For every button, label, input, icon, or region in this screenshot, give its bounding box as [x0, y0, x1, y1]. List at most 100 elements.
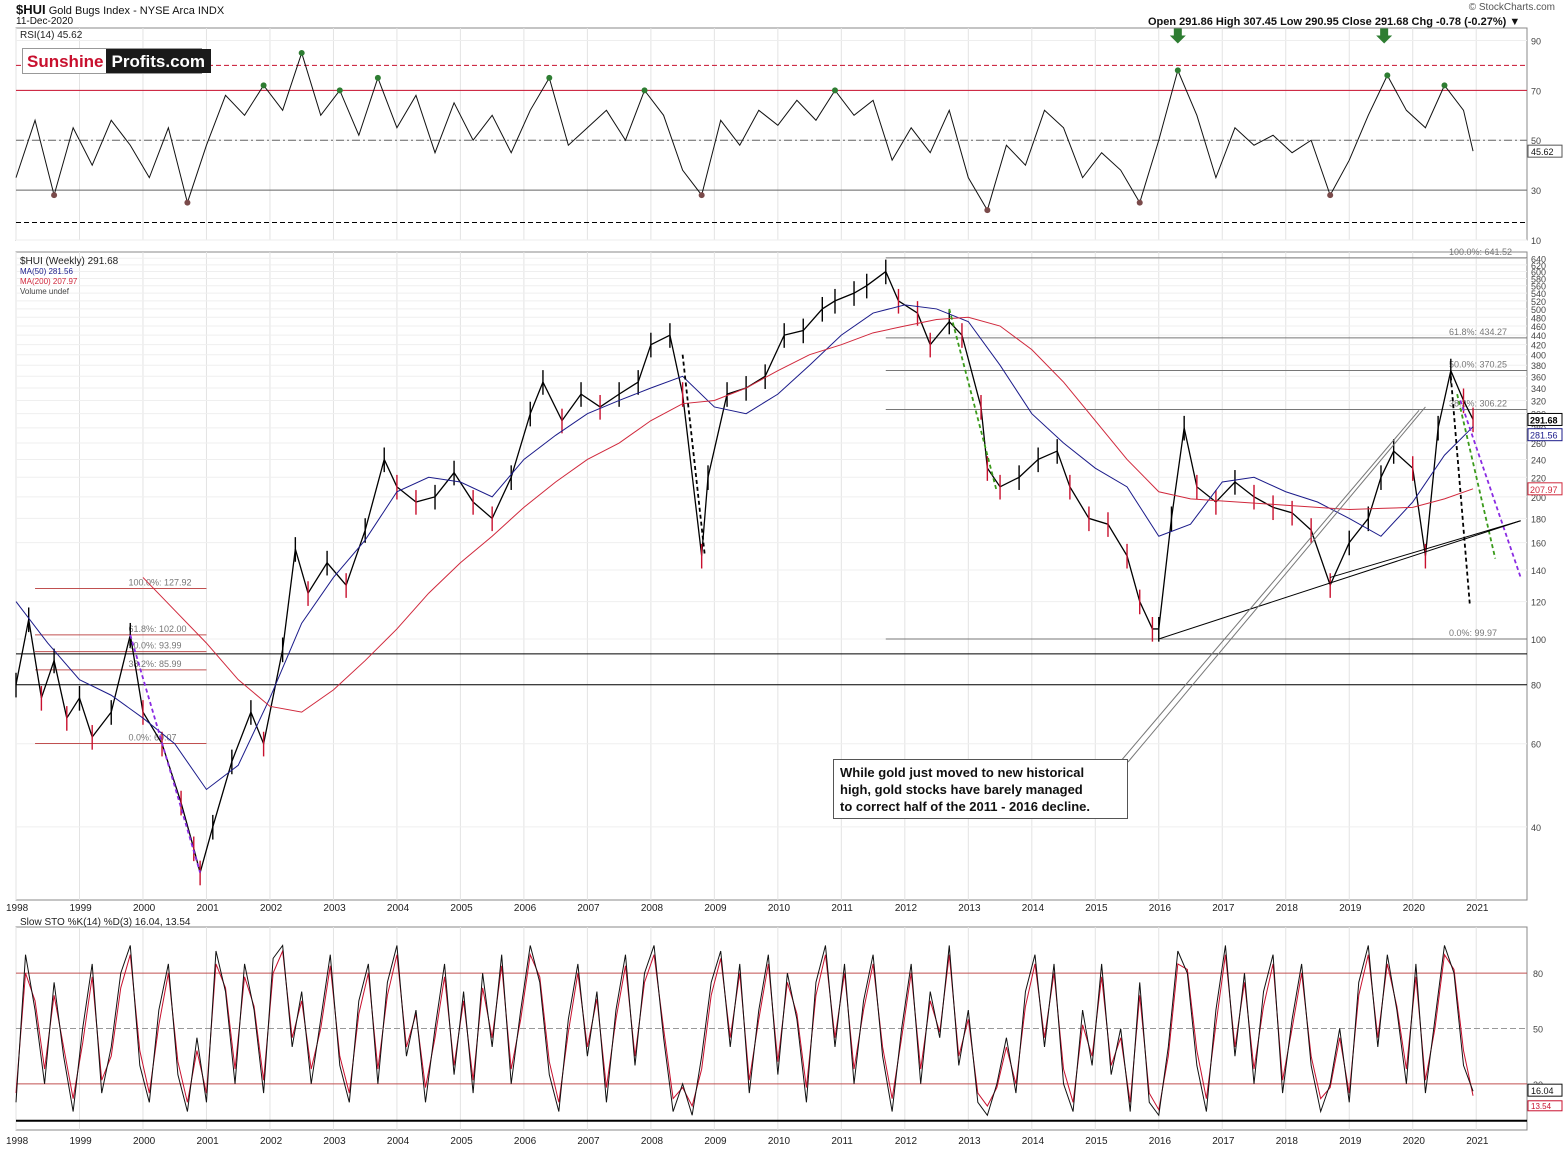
price-tick-label: 340 [1531, 384, 1546, 394]
price-tick-label: 440 [1531, 331, 1546, 341]
x-tick-label: 2020 [1403, 1136, 1426, 1147]
rsi-oversold-marker [984, 207, 991, 214]
price-tick-label: 180 [1531, 514, 1546, 524]
rsi-tick-label: 90 [1531, 36, 1541, 46]
rsi-oversold-marker [1327, 192, 1334, 199]
sto-k-line [15, 944, 1474, 1117]
rsi-overbought-marker [374, 74, 381, 81]
annotation-box: While gold just moved to new historical … [833, 759, 1128, 819]
trendline [1158, 520, 1521, 640]
trendline [1449, 376, 1471, 606]
price-tick-label: 60 [1531, 740, 1541, 750]
price-tick-label: 400 [1531, 351, 1546, 361]
price-tick-label: 380 [1531, 361, 1546, 371]
fib-level-label: 0.0%: 99.97 [1449, 628, 1497, 638]
x-tick-label: 2016 [1149, 1136, 1172, 1147]
rsi-overbought-marker [831, 87, 838, 94]
x-tick-label: 2011 [831, 903, 853, 914]
price-tick-label: 80 [1531, 681, 1541, 691]
annotation-line: While gold just moved to new historical [840, 765, 1085, 780]
price-tick-label: 640 [1531, 254, 1546, 264]
fib-level-label: 0.0%: 60.07 [128, 732, 176, 742]
x-tick-label: 2009 [704, 1136, 727, 1147]
price-value-tag [1527, 412, 1563, 426]
price-tick-label: 520 [1531, 297, 1546, 307]
trendline [948, 308, 998, 492]
x-tick-label: 2010 [768, 903, 791, 914]
down-arrow-icon [1376, 28, 1393, 44]
sto-tick-label: 50 [1533, 1025, 1543, 1035]
x-tick-label: 2003 [323, 1136, 346, 1147]
price-tick-label: 120 [1531, 598, 1546, 608]
price-tick-label: 420 [1531, 341, 1546, 351]
x-tick-label: 2013 [958, 903, 981, 914]
x-tick-label: 2017 [1212, 1136, 1235, 1147]
x-tick-label: 1999 [69, 1136, 92, 1147]
x-tick-label: 2013 [958, 1136, 981, 1147]
x-tick-label: 2015 [1085, 1136, 1108, 1147]
sto-k-label: 16.04 [1531, 1086, 1554, 1096]
rsi-overbought-marker [1384, 72, 1391, 79]
sto-k-tag [1527, 1083, 1563, 1097]
x-tick-label: 2020 [1403, 903, 1426, 914]
x-tick-label: 2021 [1466, 1136, 1489, 1147]
sto-d-label: 13.54 [1531, 1102, 1552, 1111]
fib-level-label: 38.2%: 85.99 [128, 659, 181, 669]
price-tick-label: 620 [1531, 261, 1546, 271]
rsi-overbought-marker [546, 74, 553, 81]
x-tick-label: 2010 [768, 1136, 791, 1147]
x-tick-label: 2017 [1212, 903, 1235, 914]
rsi-panel-frame [15, 27, 1528, 241]
rsi-oversold-marker [698, 192, 705, 199]
x-tick-label: 2012 [895, 1136, 918, 1147]
x-tick-label: 2008 [641, 903, 664, 914]
annotation-line: high, gold stocks have barely managed [840, 782, 1083, 797]
fib-level-label: 61.8%: 102.00 [128, 624, 186, 634]
x-tick-label: 2004 [387, 1136, 410, 1147]
rsi-overbought-marker [641, 87, 648, 94]
x-tick-label: 2007 [577, 903, 600, 914]
price-tick-label: 540 [1531, 289, 1546, 299]
price-tick-label: 140 [1531, 566, 1546, 576]
price-panel-frame [15, 251, 1528, 901]
rsi-overbought-marker [1174, 67, 1181, 74]
trendline [681, 354, 706, 556]
rsi-value-label: 45.62 [1531, 147, 1554, 157]
x-tick-label: 2004 [387, 903, 410, 914]
sto-tick-label: 80 [1533, 969, 1543, 979]
trendline [1330, 520, 1521, 578]
rsi-tick-label: 70 [1531, 86, 1541, 96]
fib-level-label: 38.2%: 306.22 [1449, 398, 1507, 408]
price-tick-label: 100 [1531, 635, 1546, 645]
price-line [15, 270, 1474, 876]
price-value-label: 291.68 [1530, 415, 1558, 425]
callout-pointer [1119, 409, 1420, 763]
price-tick-label: 360 [1531, 372, 1546, 382]
price-tick-label: 480 [1531, 313, 1546, 323]
rsi-tick-label: 10 [1531, 236, 1541, 246]
x-tick-label: 1998 [6, 903, 29, 914]
fib-level-label: 50.0%: 93.99 [128, 641, 181, 651]
brand-part1: Sunshine [23, 49, 106, 73]
x-tick-label: 2016 [1149, 903, 1172, 914]
rsi-overbought-marker [298, 49, 305, 56]
fib-level-label: 50.0%: 370.25 [1449, 360, 1507, 370]
x-tick-label: 2018 [1276, 903, 1299, 914]
index-name: Gold Bugs Index - NYSE Arca INDX [48, 5, 225, 17]
trendline [1459, 400, 1522, 578]
quote-line: Open 291.86 High 307.45 Low 290.95 Close… [1148, 16, 1521, 28]
brand-part2: Profits.com [105, 49, 212, 73]
price-title: $HUI (Weekly) 291.68 [20, 256, 119, 267]
callout-pointer [1127, 406, 1426, 763]
rsi-oversold-marker [184, 199, 191, 206]
x-tick-label: 2003 [323, 903, 346, 914]
ticker-symbol: $HUI [16, 2, 46, 17]
x-tick-label: 2021 [1466, 903, 1489, 914]
fib-level-label: 61.8%: 434.27 [1449, 327, 1507, 337]
price-value-label: 207.97 [1530, 485, 1558, 495]
x-tick-label: 2015 [1085, 903, 1108, 914]
price-tick-label: 560 [1531, 282, 1546, 292]
x-tick-label: 1998 [6, 1136, 29, 1147]
price-tick-label: 460 [1531, 322, 1546, 332]
